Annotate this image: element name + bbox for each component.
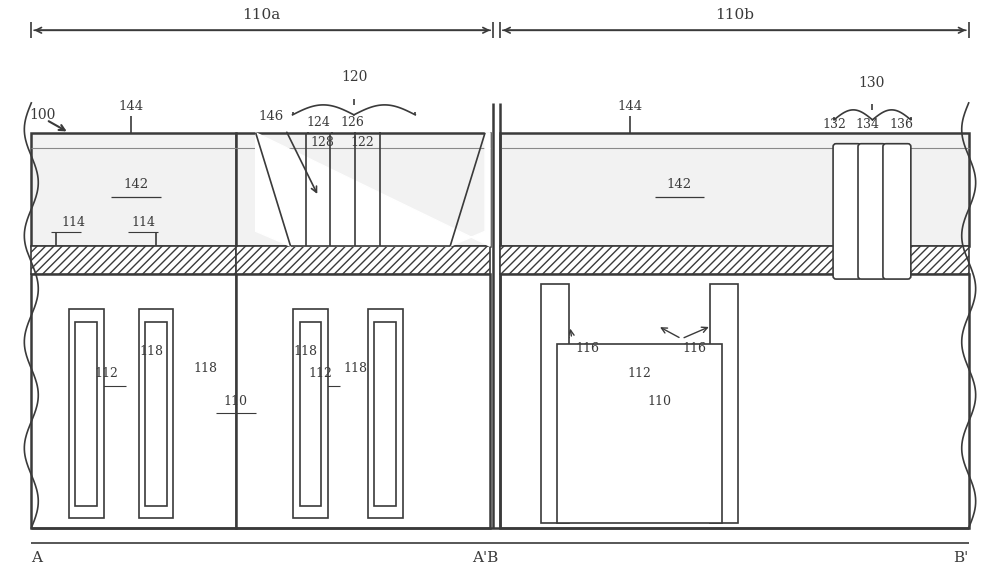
Bar xyxy=(710,284,738,523)
Bar xyxy=(139,309,173,518)
Text: 128: 128 xyxy=(311,136,334,150)
Text: 124: 124 xyxy=(307,116,330,129)
Bar xyxy=(374,322,396,506)
Text: 116: 116 xyxy=(576,342,600,355)
Bar xyxy=(500,133,969,246)
Bar xyxy=(69,309,104,518)
Text: A: A xyxy=(31,551,42,565)
Text: 118: 118 xyxy=(139,345,163,358)
Bar xyxy=(145,322,167,506)
FancyBboxPatch shape xyxy=(883,144,911,279)
Text: 114: 114 xyxy=(61,216,85,229)
FancyBboxPatch shape xyxy=(858,144,886,279)
Text: 116: 116 xyxy=(682,342,706,355)
Text: 120: 120 xyxy=(341,70,368,84)
Bar xyxy=(557,344,722,523)
Bar xyxy=(368,309,403,518)
Polygon shape xyxy=(256,133,490,246)
Text: 144: 144 xyxy=(617,100,642,113)
Text: 110: 110 xyxy=(648,395,672,408)
Bar xyxy=(541,284,569,523)
Bar xyxy=(31,274,236,528)
Bar xyxy=(500,274,969,528)
Text: 142: 142 xyxy=(123,178,149,191)
Text: 112: 112 xyxy=(628,367,652,380)
Text: 100: 100 xyxy=(29,108,56,122)
Text: 110b: 110b xyxy=(715,8,754,22)
Bar xyxy=(75,322,97,506)
FancyBboxPatch shape xyxy=(833,144,861,279)
Text: 122: 122 xyxy=(351,136,374,150)
Bar xyxy=(31,246,236,274)
Text: 132: 132 xyxy=(822,119,846,131)
Text: 118: 118 xyxy=(194,362,218,375)
Bar xyxy=(293,309,328,518)
Text: 118: 118 xyxy=(294,345,318,358)
Text: 134: 134 xyxy=(855,119,879,131)
Bar xyxy=(31,133,236,246)
Text: B': B' xyxy=(953,551,969,565)
Text: 110: 110 xyxy=(224,395,248,408)
Bar xyxy=(236,274,490,528)
Bar xyxy=(500,246,969,274)
Text: 142: 142 xyxy=(667,178,692,191)
Text: 110a: 110a xyxy=(243,8,281,22)
Text: 118: 118 xyxy=(343,362,367,375)
Text: 112: 112 xyxy=(94,367,118,380)
Text: 144: 144 xyxy=(118,100,144,113)
Text: 114: 114 xyxy=(131,216,155,229)
Text: 136: 136 xyxy=(890,119,914,131)
Text: 146: 146 xyxy=(258,110,283,123)
Text: 126: 126 xyxy=(340,116,364,129)
Bar xyxy=(236,133,490,246)
Text: A'B: A'B xyxy=(472,551,498,565)
Text: 130: 130 xyxy=(859,76,885,90)
Bar xyxy=(236,246,490,274)
Text: 112: 112 xyxy=(309,367,332,380)
Bar xyxy=(300,322,321,506)
